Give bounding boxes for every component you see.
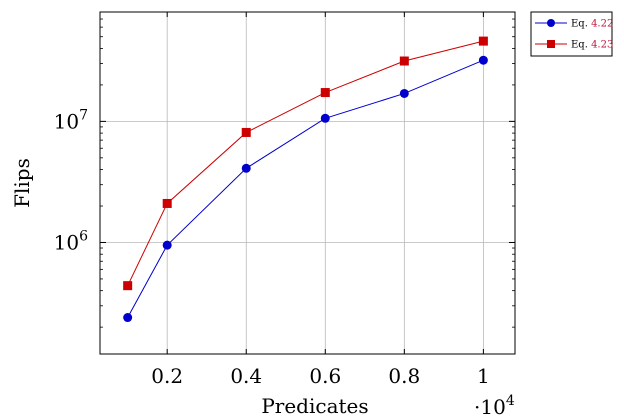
y-axis-label: Flips: [10, 158, 34, 208]
y-tick-label: 106: [54, 228, 88, 254]
series-0: [123, 55, 488, 323]
data-point-square: [320, 88, 330, 98]
x-axis-label: Predicates: [261, 394, 368, 418]
series-1: [123, 36, 488, 291]
legend-entry-label: Eq. 4.23: [571, 40, 613, 51]
data-point-circle: [241, 163, 251, 173]
data-point-square: [123, 281, 133, 291]
series-line: [127, 59, 484, 318]
x-tick-label: 1: [477, 364, 490, 388]
data-point-circle: [162, 240, 172, 250]
x-axis-multiplier: ·104: [474, 393, 515, 418]
x-multiplier-exponent: 4: [506, 393, 515, 409]
legend-entry-ref: 4.23: [591, 40, 613, 51]
x-tick-label: 0.4: [230, 364, 262, 388]
data-point-circle: [123, 313, 133, 323]
legend-box: [530, 11, 613, 57]
data-point-square: [399, 56, 409, 66]
data-point-circle: [478, 55, 488, 65]
y-tick-label: 107: [54, 107, 88, 133]
series-line: [127, 40, 484, 286]
data-point-square: [162, 198, 172, 208]
legend-entry-label: Eq. 4.22: [571, 19, 613, 30]
x-tick-label: 0.6: [309, 364, 341, 388]
data-point-circle: [399, 88, 409, 98]
grid: [100, 12, 515, 354]
plot-frame: [99, 11, 516, 355]
data-point-square: [241, 127, 251, 137]
y-tick-exponent: 7: [79, 107, 88, 123]
y-tick-base: 10: [54, 109, 79, 133]
legend-marker-circle: [547, 19, 555, 27]
legend-marker-square: [547, 40, 555, 48]
legend-entry-ref: 4.22: [591, 19, 613, 30]
series-layer: [123, 36, 488, 323]
data-point-square: [478, 36, 488, 46]
data-point-circle: [320, 113, 330, 123]
y-tick-exponent: 6: [79, 228, 88, 244]
legend-entry-prefix: Eq.: [571, 40, 591, 51]
x-tick-label: 0.8: [388, 364, 420, 388]
legend-entry-prefix: Eq.: [571, 19, 591, 30]
x-multiplier-base: ·10: [474, 395, 506, 418]
x-tick-label: 0.2: [151, 364, 183, 388]
y-tick-base: 10: [54, 230, 79, 254]
